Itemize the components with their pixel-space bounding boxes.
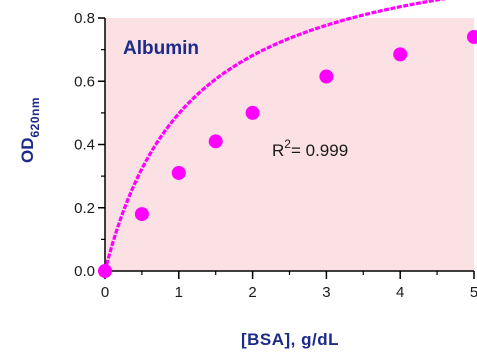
y-tick-label: 0.4 (74, 137, 95, 154)
x-tick-label: 5 (470, 284, 477, 301)
r-squared-superscript: 2 (284, 137, 291, 151)
y-tick-label: 0.0 (74, 263, 95, 280)
y-axis: 0.0 0.2 0.4 0.6 0.8 (74, 10, 106, 280)
y-tick-label: 0.6 (74, 73, 95, 90)
chart-title: Albumin (123, 38, 199, 59)
data-point (208, 134, 223, 149)
r-squared-annotation: R2= 0.999 (272, 137, 348, 160)
r-squared-prefix: R (272, 141, 284, 160)
fit-curve (103, 0, 447, 272)
data-point (393, 47, 408, 62)
plot-background (105, 18, 474, 271)
y-tick-label: 0.2 (74, 200, 95, 217)
data-point (319, 69, 334, 84)
data-points (98, 29, 477, 278)
data-point (245, 105, 260, 120)
y-axis-title-subscript: 620nm (28, 97, 42, 138)
x-tick-label: 3 (322, 284, 330, 301)
x-axis: 0 1 2 3 4 5 (101, 270, 477, 301)
y-axis-title-main: OD (18, 138, 37, 164)
y-axis-title: OD620nm (18, 97, 42, 163)
x-axis-title: [BSA], g/dL (241, 330, 339, 349)
data-point (467, 29, 477, 44)
x-tick-label: 1 (175, 284, 183, 301)
data-point (98, 264, 112, 278)
x-tick-label: 4 (396, 284, 404, 301)
y-axis-title-text: OD620nm (18, 97, 42, 163)
data-point (134, 207, 149, 222)
r-squared-value: = 0.999 (291, 141, 348, 160)
data-point (171, 165, 186, 180)
x-tick-label: 2 (248, 284, 256, 301)
y-tick-label: 0.8 (74, 10, 95, 27)
x-tick-label: 0 (101, 284, 109, 301)
